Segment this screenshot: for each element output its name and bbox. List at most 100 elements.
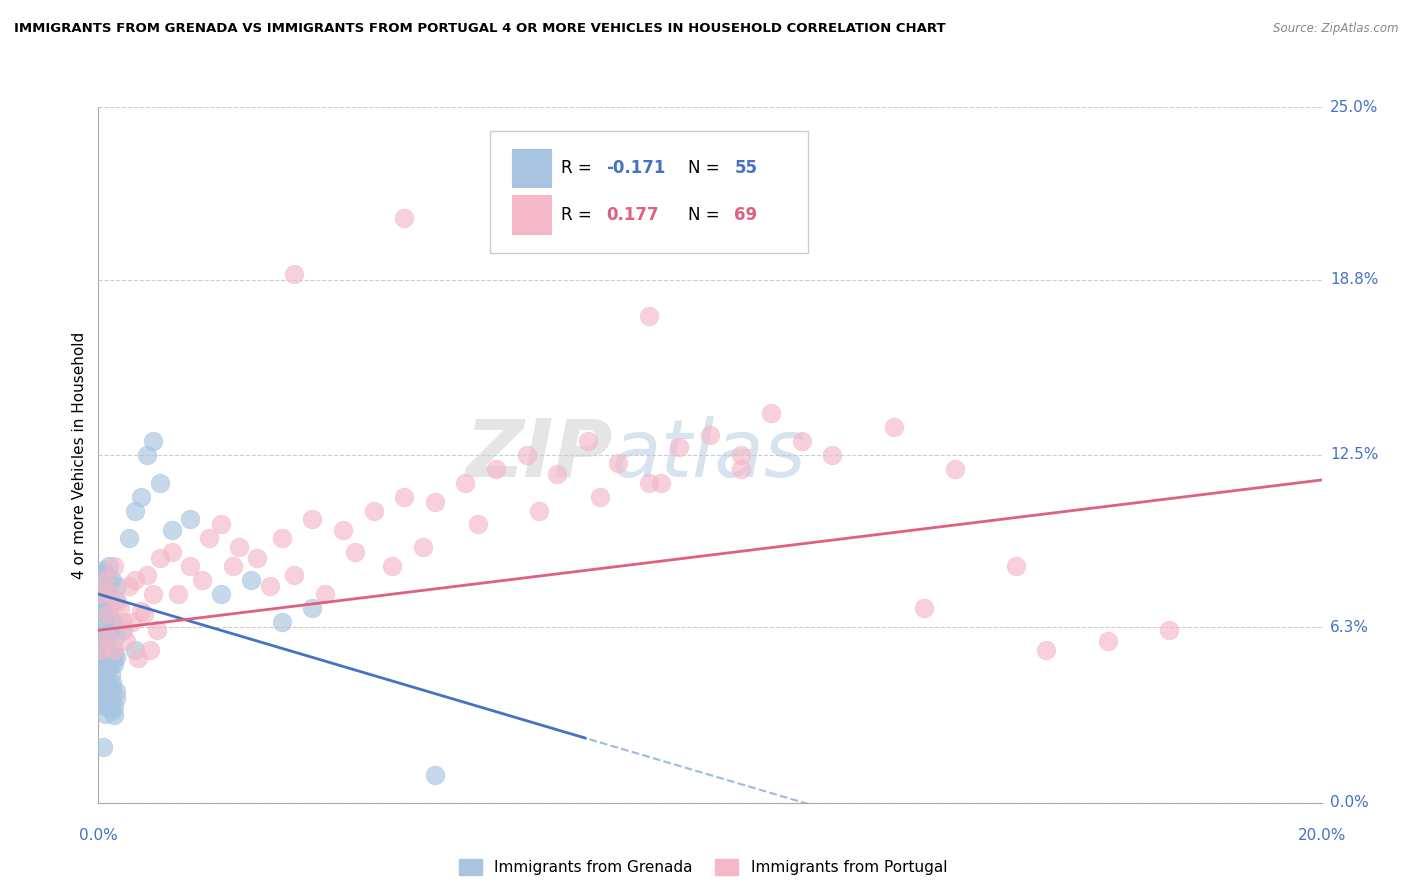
Point — [167, 587, 190, 601]
Point — [699, 428, 721, 442]
Point — [101, 615, 124, 629]
Point — [301, 601, 323, 615]
Point — [91, 740, 114, 755]
Point — [246, 550, 269, 565]
Point — [100, 595, 122, 609]
Point — [1004, 559, 1026, 574]
Text: IMMIGRANTS FROM GRENADA VS IMMIGRANTS FROM PORTUGAL 4 OR MORE VEHICLES IN HOUSEH: IMMIGRANTS FROM GRENADA VS IMMIGRANTS FR… — [14, 22, 946, 36]
Point — [97, 647, 120, 661]
Point — [115, 634, 138, 648]
Point — [883, 420, 905, 434]
Point — [101, 676, 124, 690]
Point — [98, 679, 121, 693]
Point — [91, 662, 114, 676]
Point — [96, 687, 118, 701]
Point — [589, 490, 612, 504]
Point — [87, 634, 110, 648]
Point — [90, 671, 112, 685]
Point — [259, 579, 281, 593]
Point — [104, 684, 127, 698]
Point — [179, 512, 201, 526]
Point — [91, 604, 114, 618]
Point — [301, 512, 323, 526]
Point — [129, 604, 152, 618]
Point — [87, 697, 110, 711]
Point — [100, 657, 122, 672]
Point — [149, 550, 172, 565]
Point — [93, 673, 115, 688]
Text: ZIP: ZIP — [465, 416, 612, 494]
Text: -0.171: -0.171 — [606, 160, 665, 178]
Point — [97, 607, 120, 621]
Point — [98, 593, 121, 607]
Point — [108, 601, 131, 615]
Point — [283, 567, 305, 582]
Point — [89, 674, 111, 689]
Point — [381, 559, 404, 574]
Point — [142, 434, 165, 448]
Point — [103, 700, 125, 714]
Text: 12.5%: 12.5% — [1330, 448, 1378, 462]
Point — [111, 615, 134, 629]
Point — [90, 587, 112, 601]
Text: 25.0%: 25.0% — [1330, 100, 1378, 114]
Point — [91, 648, 114, 663]
Point — [1157, 624, 1180, 638]
Point — [93, 665, 115, 680]
Point — [100, 667, 122, 681]
Point — [96, 624, 118, 638]
Point — [179, 559, 201, 574]
Point — [101, 573, 124, 587]
Point — [912, 601, 935, 615]
Point — [104, 690, 127, 705]
Point — [94, 601, 117, 615]
Point — [90, 680, 112, 694]
Point — [136, 567, 159, 582]
Point — [103, 708, 125, 723]
Point — [145, 624, 167, 638]
Point — [363, 503, 385, 517]
Point — [607, 456, 630, 470]
Point — [94, 636, 117, 650]
Text: R =: R = — [561, 160, 596, 178]
Point — [576, 434, 599, 448]
Point — [637, 309, 661, 323]
Text: 6.3%: 6.3% — [1330, 620, 1369, 635]
Text: N =: N = — [688, 160, 725, 178]
Point — [104, 592, 127, 607]
Point — [332, 523, 354, 537]
Point — [93, 654, 115, 668]
Point — [423, 768, 446, 782]
Point — [761, 406, 783, 420]
Point — [105, 579, 128, 593]
Point — [209, 517, 232, 532]
Text: R =: R = — [561, 206, 596, 224]
Point — [91, 599, 114, 613]
FancyBboxPatch shape — [512, 149, 551, 187]
Point — [124, 573, 146, 587]
Point — [134, 607, 156, 621]
Point — [100, 693, 122, 707]
Legend: Immigrants from Grenada, Immigrants from Portugal: Immigrants from Grenada, Immigrants from… — [458, 860, 948, 875]
FancyBboxPatch shape — [512, 195, 551, 234]
Text: 0.0%: 0.0% — [1330, 796, 1368, 810]
Point — [111, 624, 134, 638]
Point — [97, 629, 120, 643]
Point — [93, 563, 115, 577]
Point — [90, 642, 112, 657]
Point — [90, 587, 112, 601]
Point — [139, 642, 162, 657]
Point — [89, 661, 111, 675]
Point — [91, 690, 114, 704]
Text: 0.177: 0.177 — [606, 206, 658, 224]
Point — [101, 681, 124, 696]
Point — [97, 607, 120, 621]
Point — [730, 462, 752, 476]
Point — [103, 648, 125, 663]
Point — [93, 706, 115, 721]
Point — [467, 517, 489, 532]
Point — [121, 615, 143, 629]
Point — [105, 595, 128, 609]
Point — [94, 665, 117, 679]
Point — [314, 587, 336, 601]
